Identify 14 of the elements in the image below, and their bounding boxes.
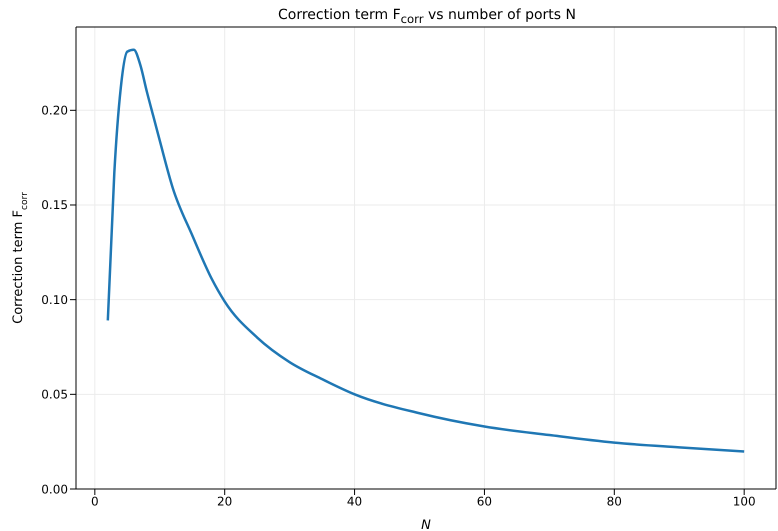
y-tick-label: 0.05 bbox=[41, 388, 68, 402]
x-tick-label: 80 bbox=[606, 494, 622, 509]
y-tick-label: 0.20 bbox=[41, 104, 68, 118]
line-series bbox=[106, 48, 746, 453]
x-tick-label: 60 bbox=[476, 494, 492, 509]
chart-title: Correction term F$_{corr}$ vs number of ports N bbox=[277, 7, 577, 26]
y-tick-label: 0.15 bbox=[41, 198, 68, 212]
x-tick-label: 0 bbox=[91, 494, 99, 509]
x-tick-label: 100 bbox=[732, 494, 756, 509]
y-tick-label: 0.00 bbox=[41, 482, 68, 496]
x-axis-title: N bbox=[421, 518, 432, 531]
x-tick-label: 20 bbox=[217, 494, 232, 509]
x-tick-label: 40 bbox=[346, 494, 362, 509]
y-tick-label: 0.10 bbox=[41, 292, 68, 307]
